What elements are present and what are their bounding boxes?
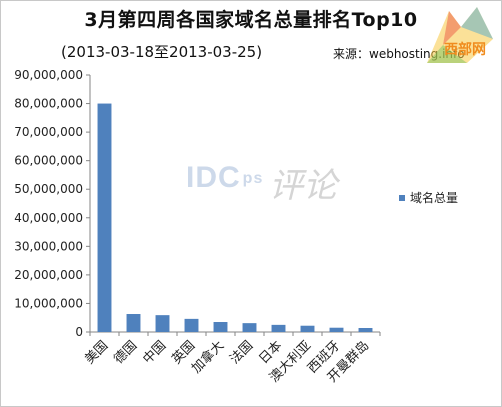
- x-tick-label: 中国: [140, 338, 169, 367]
- y-tick-label: 80,000,000: [14, 97, 83, 111]
- legend-label: 域名总量: [410, 190, 458, 205]
- watermark-main: IDC: [186, 161, 241, 194]
- y-tick-label: 0: [75, 325, 83, 339]
- y-tick-label: 90,000,000: [14, 68, 83, 82]
- bar: [184, 318, 199, 332]
- y-tick-label: 20,000,000: [14, 268, 83, 282]
- site-logo-icon: [427, 7, 493, 63]
- bar: [97, 103, 112, 332]
- watermark-glyphs: 评论: [269, 166, 341, 206]
- watermark: IDC ps: [186, 161, 263, 195]
- bar: [155, 315, 170, 332]
- x-tick-label: 加拿大: [188, 338, 227, 377]
- x-tick-label: 美国: [82, 338, 111, 367]
- bar: [126, 314, 141, 332]
- watermark-suffix: ps: [242, 170, 264, 188]
- bar: [271, 324, 286, 332]
- chart-title: 3月第四周各国家域名总量排名Top10: [84, 9, 418, 31]
- y-tick-label: 70,000,000: [14, 125, 83, 139]
- bar: [300, 325, 315, 332]
- y-tick-label: 30,000,000: [14, 239, 83, 253]
- bar: [358, 328, 373, 332]
- x-tick-label: 德国: [111, 338, 140, 367]
- bar: [329, 327, 344, 332]
- y-tick-label: 50,000,000: [14, 182, 83, 196]
- chart-subtitle: (2013-03-18至2013-03-25): [61, 43, 263, 61]
- y-tick-label: 60,000,000: [14, 154, 83, 168]
- y-tick-label: 10,000,000: [14, 296, 83, 310]
- y-tick-label: 40,000,000: [14, 211, 83, 225]
- legend-swatch: [399, 195, 405, 201]
- site-logo-text: 西部网: [444, 42, 486, 58]
- bar: [242, 323, 257, 332]
- bar: [213, 322, 228, 332]
- x-tick-label: 法国: [227, 338, 256, 367]
